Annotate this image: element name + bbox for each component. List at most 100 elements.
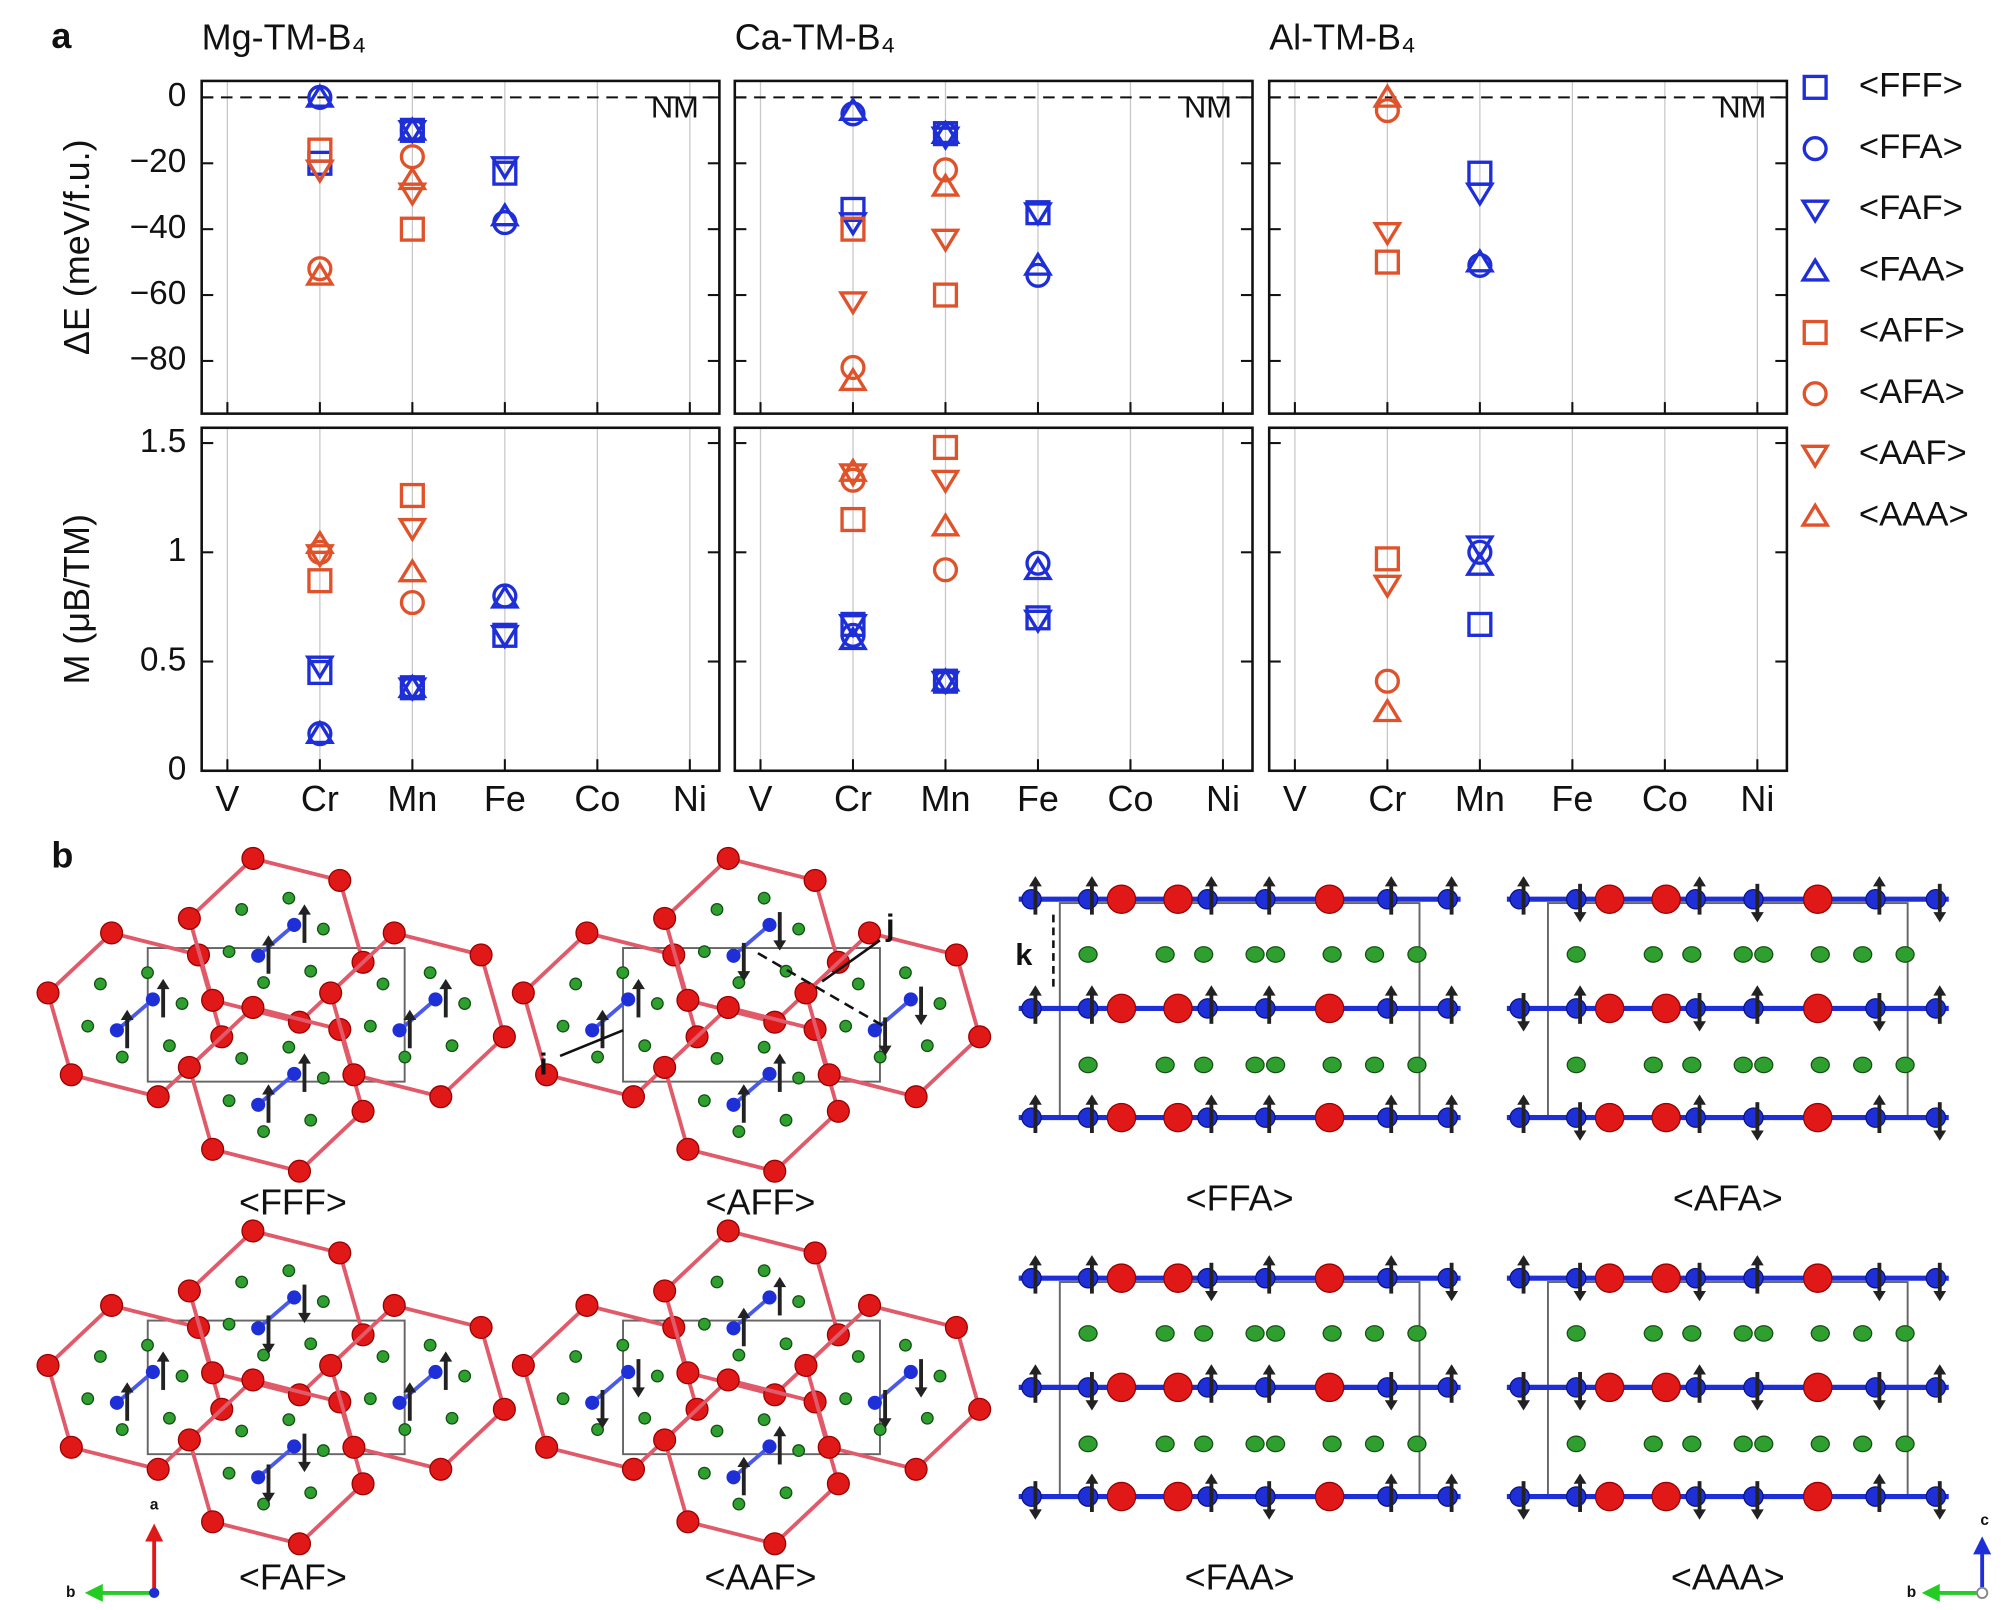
spin-arrow-head — [1872, 1473, 1886, 1484]
atom-red — [763, 1159, 787, 1183]
atom-green — [1733, 946, 1753, 963]
atom-green — [93, 1350, 107, 1363]
atom-green — [1194, 1325, 1214, 1342]
point — [837, 291, 868, 316]
atom-red — [382, 1293, 406, 1318]
atom-red — [621, 1457, 646, 1481]
point — [837, 366, 868, 392]
atom-green — [792, 1295, 806, 1308]
spin-arrow-head — [1693, 1291, 1706, 1302]
atom-red — [1594, 884, 1625, 914]
atom-red — [1314, 1372, 1345, 1403]
atom-red — [1314, 993, 1345, 1024]
atom-blue — [145, 1364, 160, 1380]
legend-marker — [1802, 136, 1828, 162]
point — [489, 624, 520, 650]
plot-frame — [733, 79, 1254, 415]
atom-red — [1594, 1372, 1625, 1403]
atom-green — [556, 1392, 570, 1406]
spin-arrow-head — [1028, 1255, 1042, 1266]
spin-arrow-head — [1204, 876, 1218, 887]
atom-green — [1643, 1435, 1663, 1453]
point — [932, 157, 959, 183]
atom-red — [469, 943, 493, 967]
point — [1025, 550, 1051, 576]
atom-red — [1314, 884, 1345, 914]
atom-red — [857, 1293, 882, 1318]
spin-arrow-head — [1204, 1473, 1218, 1484]
atom-green — [1194, 1435, 1214, 1453]
point — [399, 589, 425, 616]
point — [1374, 97, 1400, 124]
atom-green — [873, 1050, 887, 1064]
atom-green — [779, 1113, 793, 1127]
atom-blue — [1077, 1267, 1099, 1289]
atom-green — [697, 945, 711, 959]
structure-rect — [1018, 1255, 1461, 1520]
atom-green — [1364, 1435, 1385, 1453]
annotation: i — [539, 1046, 548, 1081]
spin-arrow-head — [1693, 1094, 1706, 1105]
atom-green — [1895, 1435, 1915, 1453]
atom-green — [1322, 1325, 1342, 1342]
atom-blue — [1925, 1107, 1947, 1128]
structure-label: <FFF> — [239, 1181, 347, 1222]
atom-green — [1245, 946, 1265, 963]
panel-label: b — [51, 835, 73, 876]
structure-label: <FAF> — [239, 1557, 347, 1598]
point — [837, 96, 868, 121]
atom-green — [710, 1275, 724, 1289]
y-tick-label: 0 — [168, 77, 187, 114]
point — [1022, 555, 1053, 581]
legend-label: <AAF> — [1859, 434, 1967, 472]
atom-red — [1314, 1263, 1345, 1293]
atom-blue — [762, 917, 777, 932]
structure-label: <AFF> — [706, 1181, 816, 1222]
point — [304, 83, 335, 108]
spin-arrow-head — [1028, 1094, 1042, 1105]
atom-blue — [251, 1321, 266, 1336]
dimer-bond — [398, 1370, 437, 1405]
point — [1374, 546, 1400, 572]
atom-green — [363, 1019, 377, 1033]
atom-red — [794, 981, 818, 1005]
atom-blue — [392, 1395, 407, 1410]
x-tick-label: Ni — [673, 778, 707, 819]
spin-arrow-head — [1693, 1021, 1706, 1032]
dimer-bond — [732, 1295, 771, 1330]
spin-arrow-head — [773, 1276, 787, 1288]
spin-arrow-head — [1933, 1364, 1947, 1375]
atom-green — [235, 1052, 249, 1065]
atom-green — [93, 977, 107, 991]
atom-blue — [1021, 1377, 1042, 1398]
x-tick-label: Fe — [1551, 778, 1593, 819]
dimer-bond — [115, 997, 155, 1032]
atom-blue — [1437, 1377, 1459, 1398]
point — [397, 673, 428, 699]
atom-green — [1895, 1325, 1915, 1342]
atom-red — [177, 906, 201, 930]
spin-arrow-head — [914, 1014, 928, 1026]
atom-red — [1163, 1372, 1193, 1403]
atom-red — [1106, 884, 1137, 914]
atom-green — [650, 1369, 664, 1383]
atom-blue — [1255, 998, 1276, 1019]
atom-blue — [621, 992, 636, 1007]
atom-green — [638, 1411, 652, 1425]
atom-blue — [1865, 1107, 1886, 1128]
atom-blue — [726, 1321, 741, 1336]
spin-arrow-head — [1517, 876, 1530, 887]
atom-green — [1155, 1056, 1175, 1074]
atom-blue — [1437, 1267, 1459, 1289]
atom-green — [792, 1071, 806, 1085]
atom-green — [1754, 946, 1774, 963]
atom-green — [81, 1019, 95, 1033]
atom-blue — [287, 1290, 302, 1305]
point — [840, 506, 866, 533]
legend-marker — [1800, 502, 1831, 527]
point — [930, 511, 961, 537]
dimer-bond — [398, 997, 437, 1032]
atom-green — [792, 922, 806, 936]
axis-arrow-head — [84, 1583, 103, 1602]
atom-green — [1566, 946, 1586, 963]
